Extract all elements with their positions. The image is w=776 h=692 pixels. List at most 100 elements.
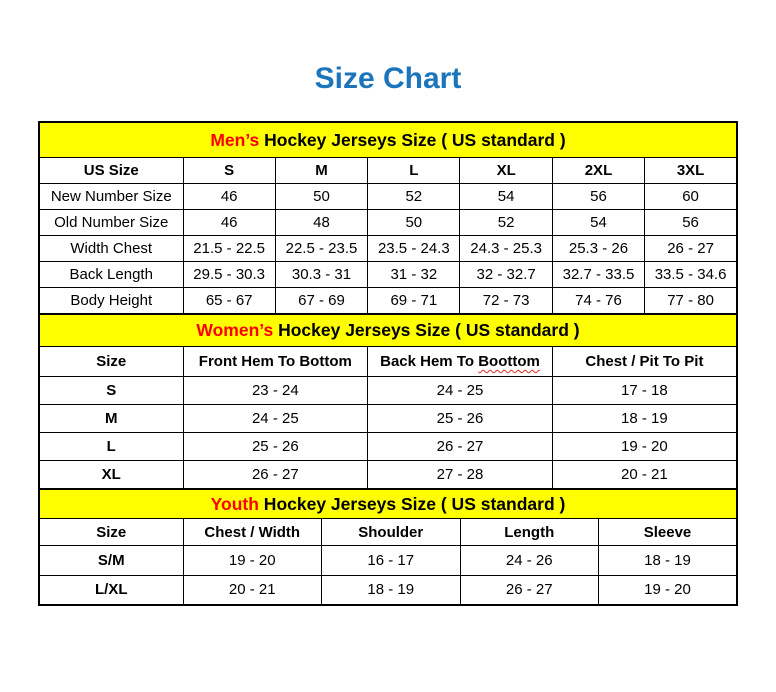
table-row: Body Height 65 - 67 67 - 69 69 - 71 72 - 73 7… [38,287,738,315]
column-header: Size [38,518,184,546]
size-value: 18 - 19 [551,404,738,433]
size-value: 52 [459,209,553,236]
section-header-row: Women’s Hockey Jerseys Size ( US standar… [38,313,738,347]
table-row: XL 26 - 27 27 - 28 20 - 21 [38,460,738,490]
size-value: 25 - 26 [182,432,369,461]
column-header: L [367,157,461,184]
size-value: 27 - 28 [367,460,553,490]
size-tables-container: Men’s Hockey Jerseys Size ( US standard … [38,121,738,606]
table-row: L 25 - 26 26 - 27 19 - 20 [38,432,738,461]
size-value: 23.5 - 24.3 [367,235,461,262]
size-value: 69 - 71 [367,287,461,315]
column-header: Front Hem To Bottom [182,346,369,377]
size-value: 26 - 27 [182,460,369,490]
row-label: S/M [38,545,184,576]
size-value: 17 - 18 [551,376,738,405]
row-label: Width Chest [38,235,184,262]
page-title: Size Chart [314,62,462,95]
table-row: L/XL 20 - 21 18 - 19 26 - 27 19 - 20 [38,574,738,606]
row-label: XL [38,460,184,490]
size-value: 20 - 21 [182,574,322,606]
column-header: Shoulder [321,518,461,546]
size-value: 54 [551,209,646,236]
size-value: 48 [274,209,369,236]
column-header: Length [459,518,599,546]
column-header: US Size [38,157,184,184]
size-value: 25 - 26 [367,404,553,433]
row-label: M [38,404,184,433]
column-header: 2XL [551,157,646,184]
size-value: 26 - 27 [367,432,553,461]
size-value: 29.5 - 30.3 [182,261,276,288]
section-label: Hockey Jerseys Size ( US standard ) [258,493,566,514]
table-row: S/M 19 - 20 16 - 17 24 - 26 18 - 19 [38,545,738,576]
size-value: 24.3 - 25.3 [459,235,553,262]
size-value: 46 [182,209,276,236]
size-value: 32.7 - 33.5 [551,261,646,288]
size-value: 22.5 - 23.5 [274,235,369,262]
row-label: L [38,432,184,461]
table-row: Old Number Size 46 48 50 52 54 56 [38,209,738,236]
column-header-text: Back Hem To [380,353,479,370]
size-value: 26 - 27 [459,574,599,606]
size-value: 18 - 19 [598,545,738,576]
size-value: 19 - 20 [182,545,322,576]
column-header-row: Size Front Hem To Bottom Back Hem To Boott… [38,346,738,377]
size-value: 25.3 - 26 [551,235,646,262]
size-value: 19 - 20 [598,574,738,606]
column-header: Back Hem To Boottom [367,346,553,377]
column-header: M [274,157,369,184]
column-header: Sleeve [598,518,738,546]
section-label: Hockey Jerseys Size ( US standard ) [259,129,566,150]
misspelled-word: Boottom [478,353,540,370]
size-value: 52 [367,183,461,210]
size-value: 31 - 32 [367,261,461,288]
section-header-row: Youth Hockey Jerseys Size ( US standard … [38,488,738,519]
size-value: 50 [274,183,369,210]
size-value: 32 - 32.7 [459,261,553,288]
section-label: Hockey Jerseys Size ( US standard ) [273,320,580,340]
row-label: Body Height [38,287,184,315]
size-value: 24 - 26 [459,545,599,576]
section-accent-label: Youth [210,493,259,514]
table-row: Back Length 29.5 - 30.3 30.3 - 31 31 - 32 32… [38,261,738,288]
table-row: New Number Size 46 50 52 54 56 60 [38,183,738,210]
size-value: 50 [367,209,461,236]
row-label: S [38,376,184,405]
size-value: 54 [459,183,553,210]
table-row: S 23 - 24 24 - 25 17 - 18 [38,376,738,405]
youth-size-table: Youth Hockey Jerseys Size ( US standard … [38,488,738,606]
size-value: 24 - 25 [367,376,553,405]
column-header: S [182,157,276,184]
column-header: Chest / Pit To Pit [551,346,738,377]
size-value: 30.3 - 31 [274,261,369,288]
row-label: L/XL [38,574,184,606]
size-value: 65 - 67 [182,287,276,315]
size-value: 24 - 25 [182,404,369,433]
section-header: Men’s Hockey Jerseys Size ( US standard … [38,121,738,158]
size-value: 56 [644,209,738,236]
row-label: Back Length [38,261,184,288]
size-value: 74 - 76 [551,287,646,315]
womens-size-table: Women’s Hockey Jerseys Size ( US standar… [38,313,738,490]
section-header-row: Men’s Hockey Jerseys Size ( US standard … [38,121,738,158]
row-label: New Number Size [38,183,184,210]
size-value: 60 [644,183,738,210]
table-row: M 24 - 25 25 - 26 18 - 19 [38,404,738,433]
size-value: 46 [182,183,276,210]
column-header: Chest / Width [182,518,322,546]
section-accent-label: Men’s [210,129,260,150]
column-header: 3XL [644,157,738,184]
size-value: 19 - 20 [551,432,738,461]
row-label: Old Number Size [38,209,184,236]
column-header: XL [459,157,553,184]
mens-size-table: Men’s Hockey Jerseys Size ( US standard … [38,121,738,315]
size-value: 77 - 80 [644,287,738,315]
size-value: 67 - 69 [274,287,369,315]
section-header: Youth Hockey Jerseys Size ( US standard … [38,488,738,519]
table-row: Width Chest 21.5 - 22.5 22.5 - 23.5 23.5 - … [38,235,738,262]
column-header: Size [38,346,184,377]
section-header: Women’s Hockey Jerseys Size ( US standar… [38,313,738,347]
size-value: 72 - 73 [459,287,553,315]
